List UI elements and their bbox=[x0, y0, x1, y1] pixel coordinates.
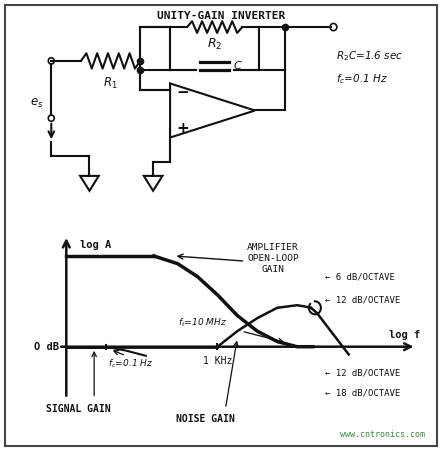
Text: 1 KHz: 1 KHz bbox=[203, 356, 232, 366]
Text: $f_c$=0.1 Hz: $f_c$=0.1 Hz bbox=[108, 357, 153, 369]
Text: O dB: O dB bbox=[34, 342, 60, 352]
Text: $f_c$=0.1 Hz: $f_c$=0.1 Hz bbox=[335, 72, 388, 86]
Text: $R_2$: $R_2$ bbox=[207, 37, 222, 51]
Text: $f_t$=10 MHz: $f_t$=10 MHz bbox=[178, 316, 227, 328]
Text: ← 12 dB/OCTAVE: ← 12 dB/OCTAVE bbox=[325, 368, 400, 377]
Text: SIGNAL GAIN: SIGNAL GAIN bbox=[46, 404, 110, 414]
Text: +: + bbox=[176, 121, 189, 136]
Text: $e_s$: $e_s$ bbox=[30, 97, 43, 110]
Text: AMPLIFIER
OPEN-LOOP
GAIN: AMPLIFIER OPEN-LOOP GAIN bbox=[247, 243, 299, 274]
Text: log A: log A bbox=[80, 240, 111, 250]
Text: UNITY-GAIN INVERTER: UNITY-GAIN INVERTER bbox=[157, 11, 285, 21]
Text: ← 12 dB/OCTAVE: ← 12 dB/OCTAVE bbox=[325, 295, 400, 304]
Text: NOISE GAIN: NOISE GAIN bbox=[176, 414, 235, 424]
Text: −: − bbox=[176, 85, 189, 100]
Text: log f: log f bbox=[389, 330, 420, 340]
Text: $R_1$: $R_1$ bbox=[103, 76, 118, 91]
Text: ← 6 dB/OCTAVE: ← 6 dB/OCTAVE bbox=[325, 272, 395, 281]
Text: ← 18 dB/OCTAVE: ← 18 dB/OCTAVE bbox=[325, 389, 400, 398]
Text: $R_2$C=1.6 sec: $R_2$C=1.6 sec bbox=[335, 50, 403, 63]
Text: C: C bbox=[234, 61, 241, 71]
Text: www.cntronics.com: www.cntronics.com bbox=[340, 430, 425, 439]
